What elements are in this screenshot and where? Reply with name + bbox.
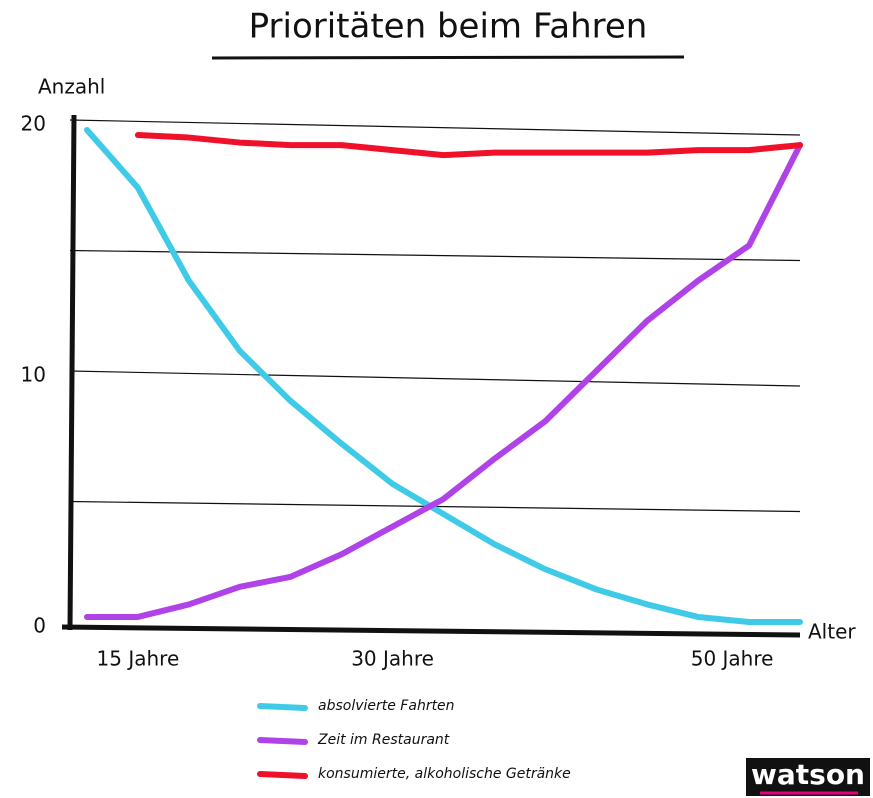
y-tick-label: 10: [21, 363, 46, 387]
chart-title: Prioritäten beim Fahren: [249, 7, 648, 47]
y-axis-label: Anzahl: [38, 75, 105, 99]
x-tick-label: 50 Jahre: [691, 647, 774, 671]
legend-swatch: [257, 771, 308, 779]
grid-line: [69, 119, 801, 136]
x-tick-label: 30 Jahre: [351, 647, 434, 671]
x-axis: [61, 624, 801, 638]
title-underline: [211, 55, 685, 60]
series-line: [134, 132, 803, 159]
source-logo: [746, 758, 870, 796]
legend-swatch: [257, 703, 308, 711]
series-line: [83, 142, 803, 620]
x-axis-label: Alter: [808, 620, 856, 644]
series-line: [83, 127, 803, 625]
legend-label: Zeit im Restaurant: [317, 732, 450, 748]
source-text: watson: [751, 758, 865, 791]
x-tick-label: 15 Jahre: [97, 647, 180, 671]
y-axis: [67, 114, 77, 631]
y-tick-label: 20: [21, 112, 46, 136]
legend-swatch: [257, 737, 308, 745]
y-tick-label: 0: [33, 614, 46, 638]
legend-label: konsumierte, alkoholische Getränke: [318, 766, 571, 782]
grid-line: [69, 370, 801, 387]
grid-line: [69, 249, 801, 262]
legend-label: absolvierte Fahrten: [318, 698, 455, 714]
